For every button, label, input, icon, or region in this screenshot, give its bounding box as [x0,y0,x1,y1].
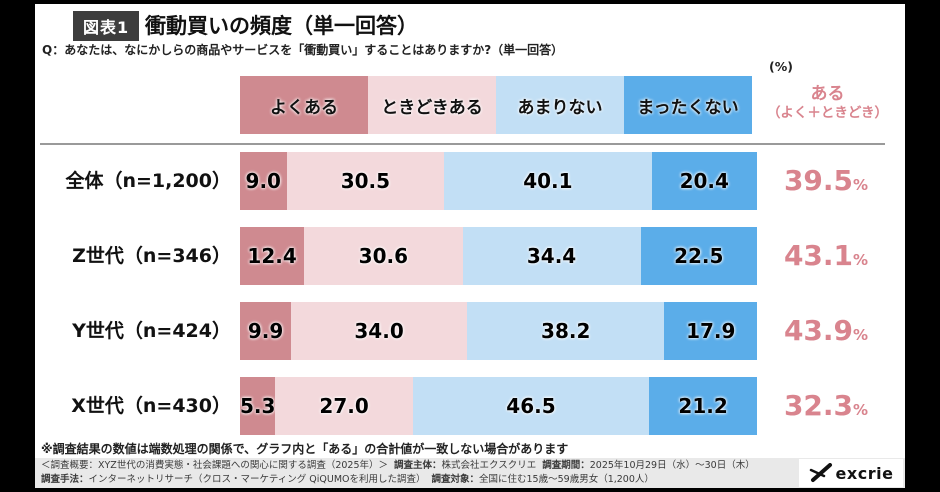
legend-item-yokuaru: よくある [240,76,368,134]
footer-line2: 調査手法：インターネットリサーチ（クロス・マーケティング QiQUMOを利用した… [41,473,905,487]
category-label: 全体（n=1,200） [65,170,231,192]
summary-header-line2: （よく＋ときどき） [766,105,889,122]
chart-row-genz: Z世代（n=346） 12.4 30.6 34.4 22.5 43.1% [35,227,905,285]
percent-sign: % [853,401,869,419]
percent-sign: % [853,251,869,269]
logo-text: excrie [835,463,894,483]
summary-column-header: ある （よく＋ときどき） [750,84,905,122]
bar-segment: 30.5 [286,152,445,210]
figure-number-badge: 図表1 [73,11,140,41]
summary-value: 32.3% [760,377,892,435]
summary-value: 43.9% [760,302,892,360]
legend-item-amarinai: あまりない [496,76,624,134]
stacked-bar: 5.3 27.0 46.5 21.2 [240,377,757,435]
method-value: インターネットリサーチ（クロス・マーケティング QiQUMOを利用した調査） [88,474,426,485]
chart-row-zentai: 全体（n=1,200） 9.0 30.5 40.1 20.4 39.5% [35,152,905,210]
summary-number: 32.3 [783,389,854,422]
survey-overview: ＜調査概要：XYZ世代の消費実態・社会課題への関心に関する調査（2025年）＞ [41,460,388,471]
legend-label: よくある [270,97,338,118]
percent-sign: % [853,326,869,344]
stacked-bar: 9.0 30.5 40.1 20.4 [240,152,757,210]
legend-divider [40,143,885,145]
chart-row-genx: X世代（n=430） 5.3 27.0 46.5 21.2 32.3% [35,377,905,435]
chart-row-geny: Y世代（n=424） 9.9 34.0 38.2 17.9 43.9% [35,302,905,360]
entity-label: 調査主体： [394,460,442,471]
category-label: Z世代（n=346） [72,245,231,267]
legend-label: あまりない [517,97,603,118]
footnote: ※調査結果の数値は端数処理の関係で、グラフ内と「ある」の合計値が一致しない場合が… [41,442,569,456]
target-value: 全国に住む15歳～59歳男女（1,200人） [479,474,654,485]
survey-question: Q：あなたは、なにかしらの商品やサービスを「衝動買い」することはありますか?（単… [42,43,564,57]
bar-segment: 34.0 [291,302,467,360]
method-label: 調査手法： [41,474,89,485]
period-value: 2025年10月29日（水）～30日（木） [589,460,755,471]
entity-value: 株式会社エクスクリエ [441,460,537,471]
summary-header-line1: ある [810,84,845,104]
footer-line1: ＜調査概要：XYZ世代の消費実態・社会課題への関心に関する調査（2025年）＞ 調… [41,459,905,473]
bar-segment: 9.9 [240,302,292,360]
bar-segment: 34.4 [462,227,641,285]
stacked-bar: 9.9 34.0 38.2 17.9 [240,302,758,360]
category-label: X世代（n=430） [71,395,231,417]
legend-label: まったくない [637,97,739,118]
bar-segment: 12.4 [240,227,305,285]
summary-value: 43.1% [760,227,892,285]
bar-segment: 38.2 [466,302,665,360]
bar-segment: 30.6 [304,227,463,285]
stacked-bar: 12.4 30.6 34.4 22.5 [240,227,757,285]
bar-segment: 40.1 [444,152,652,210]
survey-footer: ＜調査概要：XYZ世代の消費実態・社会課題への関心に関する調査（2025年）＞ 調… [35,458,905,488]
summary-number: 43.1 [783,239,854,272]
bar-segment: 46.5 [412,377,650,435]
summary-number: 43.9 [783,314,854,347]
company-logo: excrie [799,459,903,487]
legend-item-mattakunai: まったくない [624,76,752,134]
summary-number: 39.5 [783,164,854,197]
target-label: 調査対象： [431,474,480,485]
legend-item-tokidoki: ときどきある [368,76,496,134]
bar-segment: 9.0 [240,152,287,210]
bar-segment: 27.0 [275,377,413,435]
bar-segment: 21.2 [649,377,757,435]
bar-segment: 20.4 [651,152,757,210]
category-label: Y世代（n=424） [72,320,231,342]
chart-sheet: 図表1 衝動買いの頻度（単一回答） Q：あなたは、なにかしらの商品やサービスを「… [35,4,905,488]
summary-value: 39.5% [760,152,892,210]
legend-label: ときどきある [381,97,483,118]
percent-sign: % [853,176,869,194]
period-label: 調査期間： [542,460,590,471]
legend: よくある ときどきある あまりない まったくない [240,76,752,134]
excrie-logo-icon [809,463,832,482]
bar-segment: 17.9 [664,302,758,360]
page-title: 衝動買いの頻度（単一回答） [145,14,418,38]
bar-segment: 22.5 [640,227,757,285]
bar-segment: 5.3 [240,377,276,435]
unit-label: (%) [769,59,793,74]
